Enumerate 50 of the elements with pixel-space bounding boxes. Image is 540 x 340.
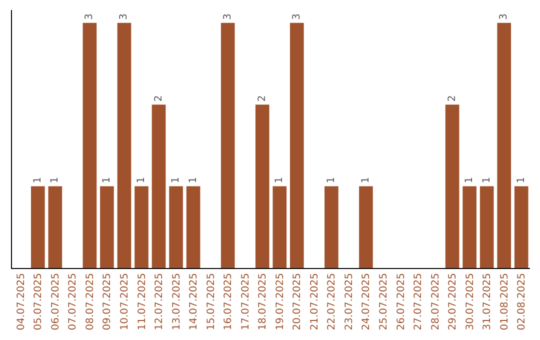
x-tick-label: 21.07.2025 bbox=[309, 273, 320, 330]
x-tick-label: 10.07.2025 bbox=[119, 273, 130, 330]
x-tick-label: 25.07.2025 bbox=[378, 273, 390, 330]
data-label: 1 bbox=[464, 176, 476, 184]
data-label: 1 bbox=[516, 176, 527, 184]
x-tick-label: 31.07.2025 bbox=[482, 273, 494, 330]
data-label: 3 bbox=[498, 14, 510, 20]
data-label: 1 bbox=[274, 176, 286, 184]
data-label: 1 bbox=[481, 176, 492, 184]
data-label: 3 bbox=[291, 14, 302, 20]
x-tick-label: 15.07.2025 bbox=[206, 273, 217, 330]
x-tick-label: 07.07.2025 bbox=[68, 273, 79, 330]
data-label: 3 bbox=[84, 14, 96, 20]
x-tick-label: 02.08.2025 bbox=[516, 273, 528, 330]
data-label: 1 bbox=[136, 176, 147, 184]
x-tick-label: 22.07.2025 bbox=[326, 273, 338, 330]
data-label: 1 bbox=[32, 176, 44, 184]
x-tick-label: 14.07.2025 bbox=[188, 273, 200, 330]
data-label: 1 bbox=[188, 176, 199, 184]
x-tick-label: 30.07.2025 bbox=[464, 273, 476, 330]
x-tick-label: 23.07.2025 bbox=[344, 273, 355, 330]
data-label: 1 bbox=[50, 176, 61, 184]
data-label: 2 bbox=[446, 95, 458, 102]
x-tick-label: 29.07.2025 bbox=[448, 273, 459, 330]
x-tick-label: 05.07.2025 bbox=[33, 273, 44, 330]
x-tick-label: 01.08.2025 bbox=[499, 273, 510, 330]
x-tick-label: 09.07.2025 bbox=[102, 273, 114, 330]
data-label: 2 bbox=[256, 95, 268, 102]
x-tick-label: 13.07.2025 bbox=[171, 273, 182, 330]
data-label: 3 bbox=[222, 14, 234, 20]
data-label: 3 bbox=[118, 14, 130, 20]
x-tick-label: 18.07.2025 bbox=[258, 273, 269, 330]
x-tick-label: 08.07.2025 bbox=[84, 273, 96, 330]
data-label: 1 bbox=[326, 176, 337, 184]
x-tick-label: 20.07.2025 bbox=[292, 273, 304, 330]
x-tick-label: 24.07.2025 bbox=[361, 273, 372, 330]
data-label: 1 bbox=[101, 176, 112, 184]
x-tick-label: 11.07.2025 bbox=[136, 273, 148, 330]
x-tick-label: 17.07.2025 bbox=[240, 273, 252, 330]
x-tick-label: 27.07.2025 bbox=[413, 273, 424, 330]
data-label: 1 bbox=[360, 176, 372, 184]
x-tick-label: 12.07.2025 bbox=[154, 273, 166, 330]
data-label: 2 bbox=[153, 95, 164, 102]
x-tick-label: 26.07.2025 bbox=[396, 273, 407, 330]
x-tick-label: 19.07.2025 bbox=[274, 273, 286, 330]
x-tick-label: 04.07.2025 bbox=[16, 273, 27, 330]
x-tick-label: 28.07.2025 bbox=[430, 273, 442, 330]
x-tick-label: 16.07.2025 bbox=[223, 273, 234, 330]
data-label: 1 bbox=[170, 176, 182, 184]
x-tick-label: 06.07.2025 bbox=[50, 273, 62, 330]
